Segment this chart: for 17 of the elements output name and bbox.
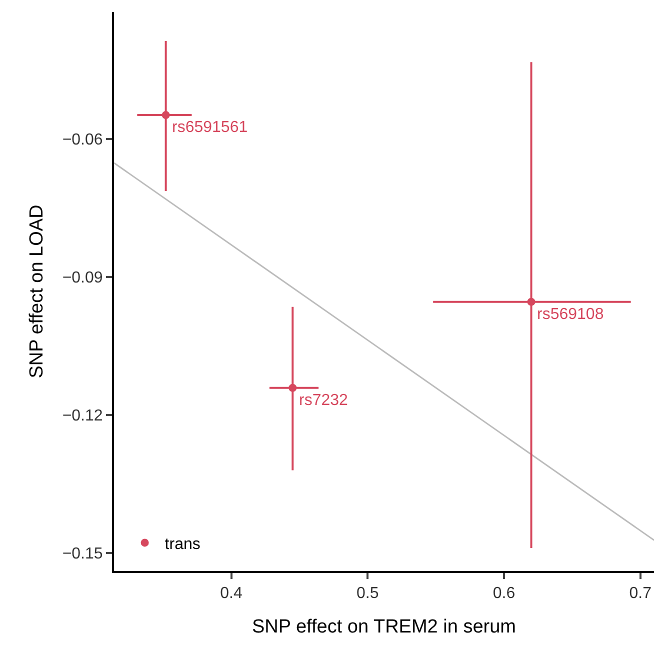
x-tick-label: 0.6	[492, 585, 516, 602]
point	[527, 298, 536, 306]
y-axis-title: SNP effect on LOAD	[26, 204, 48, 378]
x-axis-title: SNP effect on TREM2 in serum	[252, 616, 516, 638]
annotation: rs7232	[299, 392, 348, 409]
y-tick-label: −0.12	[62, 408, 103, 425]
x-tick-label: 0.7	[629, 585, 652, 602]
y-tick-label: −0.06	[62, 132, 103, 149]
x-tick-label: 0.4	[220, 585, 242, 602]
point	[288, 384, 297, 392]
y-tick-label: −0.09	[62, 270, 103, 287]
annotation: rs6591561	[172, 119, 248, 136]
y-tick-label: −0.15	[62, 546, 103, 563]
legend-label: trans	[164, 536, 200, 553]
x-tick-label: 0.5	[356, 585, 379, 602]
point	[162, 111, 170, 120]
annotation: rs569108	[537, 306, 604, 323]
